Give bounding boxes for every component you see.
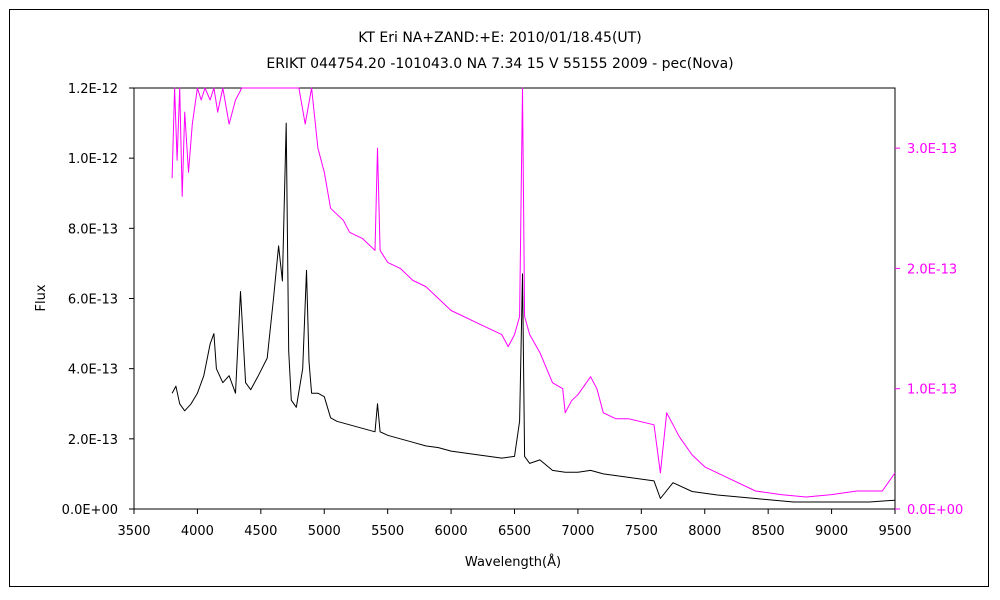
y-tick-label: 1.0E-12: [68, 152, 118, 167]
plot-area: [133, 87, 896, 510]
chart-frame: [9, 9, 989, 587]
x-tick-label: 8500: [752, 524, 785, 539]
x-tick-label: 9500: [878, 524, 911, 539]
x-tick-label: 7000: [561, 524, 594, 539]
y2-tick-label: 2.0E-13: [907, 262, 957, 277]
x-tick-label: 5500: [371, 524, 404, 539]
y-axis-label: Flux: [34, 284, 49, 311]
x-tick-label: 4000: [181, 524, 214, 539]
y-tick-label: 1.2E-12: [68, 82, 118, 97]
y2-tick-label: 0.0E+00: [907, 503, 963, 518]
x-tick-label: 4500: [244, 524, 277, 539]
y-tick-label: 4.0E-13: [68, 363, 118, 378]
x-axis-label: Wavelength(Å): [465, 554, 561, 570]
series-line-right: [171, 87, 896, 498]
y2-tick-label: 1.0E-13: [907, 383, 957, 398]
chart-title: KT Eri NA+ZAND:+E: 2010/01/18.45(UT): [358, 30, 641, 46]
x-tick-label: 3500: [117, 524, 150, 539]
y-tick-label: 0.0E+00: [62, 503, 118, 518]
x-tick-label: 8000: [688, 524, 721, 539]
y-tick-label: 8.0E-13: [68, 222, 118, 237]
series-line-left: [171, 122, 896, 503]
x-tick-label: 6500: [498, 524, 531, 539]
x-tick-label: 6000: [435, 524, 468, 539]
chart-subtitle: ERIKT 044754.20 -101043.0 NA 7.34 15 V 5…: [266, 56, 733, 72]
y-tick-label: 2.0E-13: [68, 433, 118, 448]
y2-tick-label: 3.0E-13: [907, 142, 957, 157]
x-tick-label: 7500: [625, 524, 658, 539]
y-tick-label: 6.0E-13: [68, 293, 118, 308]
x-tick-label: 5000: [308, 524, 341, 539]
x-tick-label: 9000: [815, 524, 848, 539]
